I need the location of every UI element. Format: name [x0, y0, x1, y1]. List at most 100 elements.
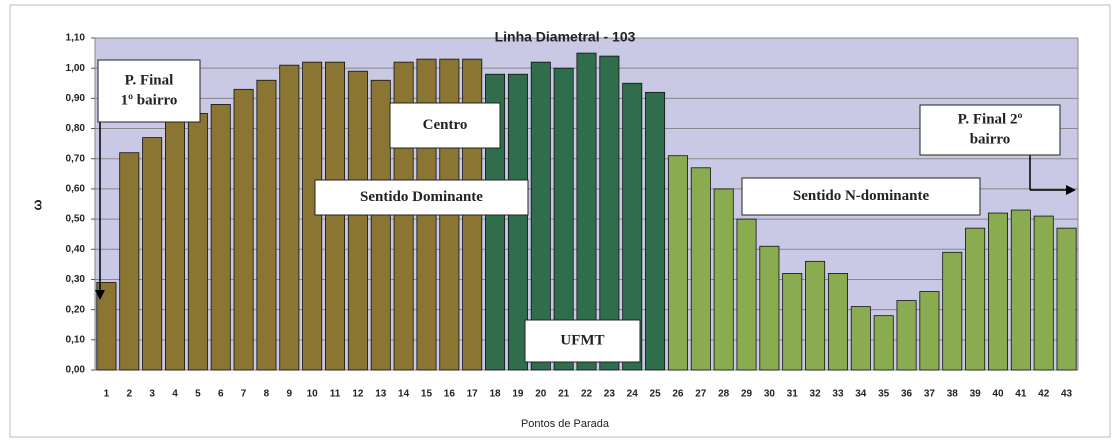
y-tick-label: 0,80	[66, 123, 86, 134]
y-tick-label: 0,60	[66, 184, 86, 195]
x-axis-label: Pontos de Parada	[521, 418, 610, 430]
annotation-box	[741, 177, 981, 216]
x-tick-label: 16	[444, 389, 456, 400]
annotation-box	[919, 104, 1061, 156]
bar	[576, 52, 597, 371]
bar	[302, 61, 323, 371]
x-tick-label: 15	[421, 389, 433, 400]
x-tick-label: 8	[264, 389, 270, 400]
x-tick-label: 41	[1015, 389, 1027, 400]
annotation-text: P. Final 2º	[958, 111, 1023, 127]
x-tick-label: 20	[535, 389, 547, 400]
arrow-head	[1066, 185, 1076, 195]
x-tick-label: 18	[489, 389, 501, 400]
annotation-text: 1º bairro	[121, 92, 178, 108]
x-tick-label: 31	[787, 389, 799, 400]
bar	[873, 315, 894, 371]
x-tick-label: 37	[924, 389, 936, 400]
x-tick-label: 38	[947, 389, 959, 400]
bar	[782, 273, 803, 371]
bar	[187, 113, 208, 371]
bar	[736, 218, 757, 371]
bar	[96, 282, 117, 371]
bar	[210, 104, 231, 371]
x-tick-label: 4	[172, 389, 178, 400]
annotation-text: P. Final	[125, 72, 174, 88]
bar	[896, 300, 917, 371]
x-tick-label: 1	[104, 389, 110, 400]
y-tick-label: 0,50	[66, 214, 86, 225]
x-tick-label: 39	[970, 389, 982, 400]
bar	[827, 273, 848, 371]
y-tick-label: 0,40	[66, 244, 86, 255]
x-tick-label: 3	[149, 389, 155, 400]
y-tick-label: 1,10	[66, 33, 86, 44]
annotation-box	[389, 102, 501, 149]
x-tick-label: 17	[467, 389, 479, 400]
bar	[142, 137, 163, 371]
bar	[1033, 215, 1054, 371]
bar	[713, 188, 734, 371]
x-tick-label: 24	[627, 389, 639, 400]
bar	[919, 291, 940, 371]
x-tick-label: 9	[287, 389, 293, 400]
bar	[530, 61, 551, 371]
annotation-text: Sentido N-dominante	[793, 188, 930, 204]
x-tick-label: 40	[992, 389, 1004, 400]
bar	[347, 70, 368, 371]
x-tick-label: 21	[558, 389, 570, 400]
x-tick-label: 29	[741, 389, 753, 400]
x-tick-label: 10	[307, 389, 319, 400]
bar	[119, 152, 140, 371]
x-tick-label: 32	[810, 389, 822, 400]
y-axis-label: ω	[29, 199, 44, 210]
bar	[805, 260, 826, 371]
bar	[667, 155, 688, 371]
bar	[233, 88, 254, 371]
x-tick-label: 42	[1038, 389, 1050, 400]
bar	[942, 251, 963, 371]
bar	[370, 79, 391, 371]
x-tick-label: 34	[855, 389, 867, 400]
x-tick-label: 35	[878, 389, 890, 400]
x-tick-label: 28	[718, 389, 730, 400]
bar	[965, 227, 986, 371]
x-tick-label: 5	[195, 389, 201, 400]
x-tick-label: 43	[1061, 389, 1073, 400]
x-tick-label: 27	[695, 389, 707, 400]
y-tick-label: 0,30	[66, 274, 86, 285]
bar	[553, 67, 574, 371]
x-tick-label: 2	[127, 389, 133, 400]
y-tick-label: 0,70	[66, 153, 86, 164]
annotations: P. Final 1º bairro Centro Sentido Dominante…	[95, 59, 1076, 363]
bar	[507, 73, 528, 371]
annotation-box	[97, 59, 201, 123]
x-tick-label: 6	[218, 389, 224, 400]
bar	[1010, 209, 1031, 371]
y-tick-label: 0,10	[66, 334, 86, 345]
arrow-head	[95, 290, 105, 300]
bar	[256, 79, 277, 371]
bar	[599, 55, 620, 371]
x-tick-label: 22	[581, 389, 593, 400]
annotation-text: Centro	[423, 117, 468, 133]
y-tick-label: 0,20	[66, 304, 86, 315]
x-tick-label: 25	[650, 389, 662, 400]
annotation-text: bairro	[970, 131, 1011, 147]
bar	[622, 82, 643, 371]
y-tick-label: 0,00	[66, 365, 86, 376]
x-tick-label: 19	[512, 389, 524, 400]
y-tick-label: 0,90	[66, 93, 86, 104]
annotation-text: UFMT	[560, 332, 604, 348]
chart-title: Linha Diametral - 103	[495, 29, 636, 45]
bar	[850, 306, 871, 371]
bar	[279, 64, 300, 371]
x-tick-label: 7	[241, 389, 247, 400]
bar	[645, 91, 666, 371]
x-tick-label: 33	[832, 389, 844, 400]
bar	[987, 212, 1008, 371]
bar	[165, 119, 186, 371]
bar	[759, 245, 780, 371]
x-tick-label: 12	[352, 389, 364, 400]
